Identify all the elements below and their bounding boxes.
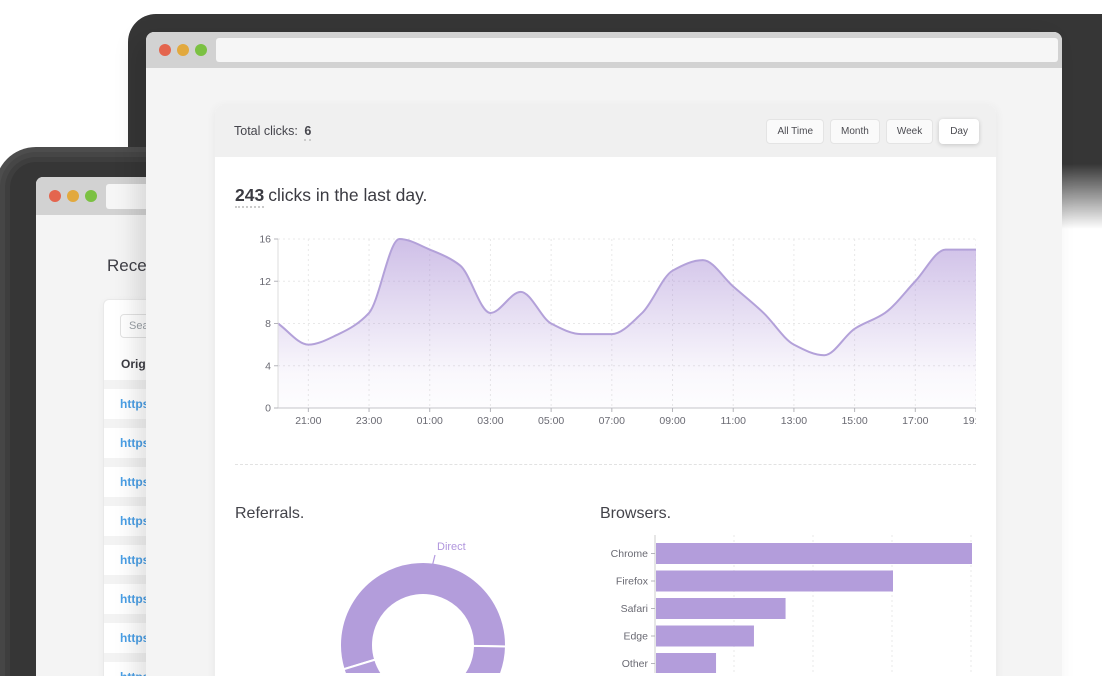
minimize-window-icon[interactable] bbox=[177, 44, 189, 56]
svg-text:Direct: Direct bbox=[437, 541, 466, 553]
close-window-icon[interactable] bbox=[49, 190, 61, 202]
section-divider bbox=[235, 464, 976, 465]
filter-button-month[interactable]: Month bbox=[830, 118, 880, 144]
svg-text:4: 4 bbox=[265, 360, 271, 372]
svg-text:13:00: 13:00 bbox=[781, 415, 807, 427]
svg-text:21:00: 21:00 bbox=[295, 415, 321, 427]
svg-text:03:00: 03:00 bbox=[477, 415, 503, 427]
clicks-area-chart: 0 4 8 12 16 21:00 23:00 01:00 03:00 05:00 07:00 09:… bbox=[259, 234, 976, 427]
svg-text:17:00: 17:00 bbox=[902, 415, 928, 427]
svg-text:16: 16 bbox=[259, 234, 271, 246]
referrals-heading: Referrals. bbox=[235, 505, 305, 522]
svg-text:Firefox: Firefox bbox=[616, 576, 649, 588]
browsers-heading: Browsers. bbox=[600, 505, 672, 522]
svg-text:Edge: Edge bbox=[623, 631, 648, 643]
browsers-bar-chart: Chrome Firefox Safari Edge Other bbox=[611, 535, 972, 673]
svg-text:12: 12 bbox=[259, 276, 271, 288]
referrals-donut-chart: Direct bbox=[339, 541, 508, 673]
filter-button-week[interactable]: Week bbox=[885, 118, 934, 144]
minimize-window-icon[interactable] bbox=[67, 190, 79, 202]
svg-text:15:00: 15:00 bbox=[841, 415, 867, 427]
svg-text:Other: Other bbox=[622, 658, 649, 670]
svg-text:09:00: 09:00 bbox=[659, 415, 685, 427]
analytics-card: Total clicks: 6 All Time Month Week Day 243… bbox=[215, 105, 996, 676]
browsers-section: Browsers. Chrome Firefox Safari Edge Other bbox=[600, 481, 976, 673]
filter-button-day[interactable]: Day bbox=[939, 118, 979, 144]
zoom-window-icon[interactable] bbox=[195, 44, 207, 56]
svg-text:23:00: 23:00 bbox=[356, 415, 382, 427]
svg-text:Chrome: Chrome bbox=[611, 548, 649, 560]
time-filter-group: All Time Month Week Day bbox=[760, 118, 979, 144]
svg-text:11:00: 11:00 bbox=[720, 415, 746, 427]
zoom-window-icon[interactable] bbox=[85, 190, 97, 202]
filter-button-all-time[interactable]: All Time bbox=[766, 118, 825, 144]
svg-text:01:00: 01:00 bbox=[417, 415, 443, 427]
charts-row: Referrals. Direct Browsers. Chrome Firefo… bbox=[235, 481, 976, 673]
front-window-titlebar bbox=[146, 32, 1062, 68]
clicks-headline: 243 clicks in the last day. bbox=[235, 185, 976, 208]
total-clicks: Total clicks: 6 bbox=[234, 124, 312, 141]
close-window-icon[interactable] bbox=[159, 44, 171, 56]
total-clicks-value: 6 bbox=[304, 124, 312, 141]
referrals-section: Referrals. Direct bbox=[235, 481, 600, 673]
svg-text:19:00: 19:00 bbox=[963, 415, 976, 427]
origin-link-url[interactable]: https:// bbox=[120, 670, 160, 676]
front-browser-window: Total clicks: 6 All Time Month Week Day 243… bbox=[146, 32, 1062, 676]
svg-text:8: 8 bbox=[265, 318, 271, 330]
svg-text:Safari: Safari bbox=[621, 603, 648, 615]
card-body: 243 clicks in the last day. 0 4 8 12 16 21:00 2… bbox=[215, 185, 996, 673]
svg-text:07:00: 07:00 bbox=[599, 415, 625, 427]
svg-text:0: 0 bbox=[265, 403, 271, 415]
svg-text:05:00: 05:00 bbox=[538, 415, 564, 427]
total-clicks-label: Total clicks: bbox=[234, 124, 298, 138]
clicks-headline-text: clicks in the last day. bbox=[268, 185, 428, 205]
address-bar[interactable] bbox=[216, 38, 1058, 62]
clicks-count: 243 bbox=[235, 185, 265, 208]
card-header: Total clicks: 6 All Time Month Week Day bbox=[215, 105, 996, 157]
